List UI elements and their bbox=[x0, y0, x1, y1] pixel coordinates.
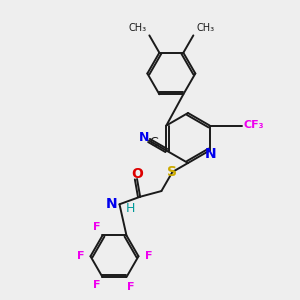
Text: O: O bbox=[131, 167, 143, 181]
Text: CH₃: CH₃ bbox=[196, 23, 214, 33]
Text: F: F bbox=[93, 280, 100, 290]
Text: CH₃: CH₃ bbox=[128, 23, 146, 33]
Text: C: C bbox=[149, 136, 158, 149]
Text: F: F bbox=[145, 251, 152, 261]
Text: H: H bbox=[125, 202, 135, 215]
Text: F: F bbox=[93, 223, 100, 232]
Text: N: N bbox=[139, 131, 149, 144]
Text: N: N bbox=[106, 197, 118, 211]
Text: S: S bbox=[167, 165, 177, 179]
Text: N: N bbox=[205, 146, 217, 161]
Text: F: F bbox=[127, 282, 134, 292]
Text: F: F bbox=[77, 251, 84, 261]
Text: CF₃: CF₃ bbox=[244, 121, 264, 130]
